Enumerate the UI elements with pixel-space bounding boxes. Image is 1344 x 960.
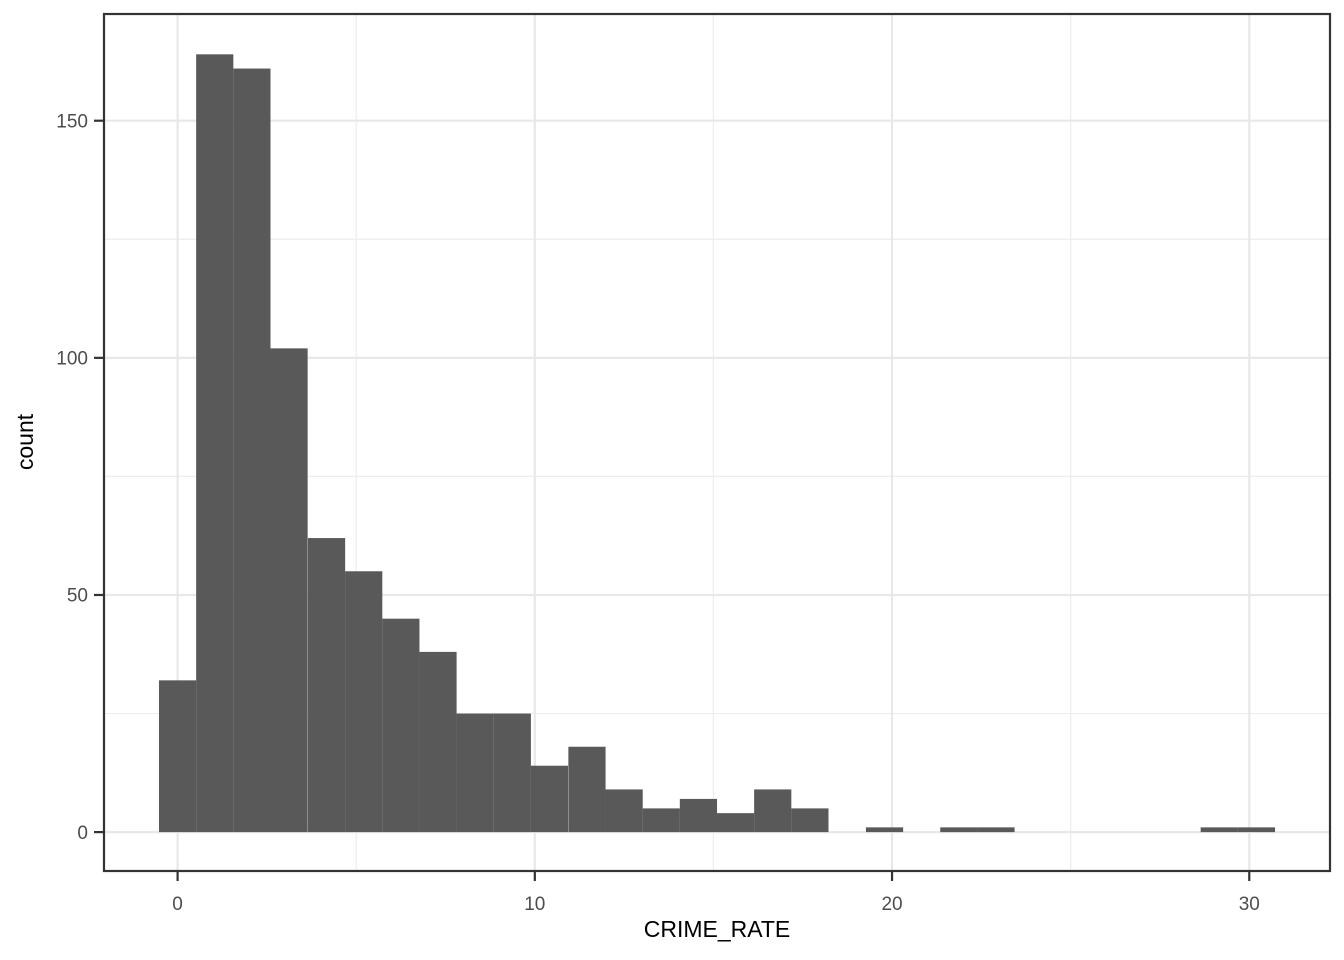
x-tick-label: 30 [1239, 894, 1260, 915]
x-tick-label: 10 [524, 894, 545, 915]
histogram-bar [1200, 827, 1238, 833]
histogram-bar [679, 798, 718, 833]
y-tick-label: 100 [56, 348, 88, 369]
histogram-bar [716, 813, 755, 833]
histogram-bar [530, 765, 569, 833]
y-tick-label: 150 [56, 111, 88, 132]
histogram-bar [270, 348, 308, 833]
histogram-bar [345, 571, 383, 833]
histogram-bar [642, 808, 680, 833]
y-axis-title: count [12, 413, 38, 470]
y-tick-label: 50 [67, 586, 88, 607]
y-tick-label: 0 [77, 823, 88, 844]
x-tick-label: 20 [881, 894, 902, 915]
histogram-bar [307, 538, 346, 833]
histogram-bar [233, 68, 271, 833]
panel-border [102, 12, 1332, 873]
histogram-bar [791, 808, 829, 833]
histogram-bar [568, 746, 606, 833]
histogram-bar [1237, 827, 1276, 833]
histogram-bar [382, 618, 420, 833]
histogram-bar [940, 827, 978, 833]
histogram-bar [977, 827, 1015, 833]
x-tick-label: 0 [172, 894, 183, 915]
histogram-bar [754, 789, 792, 833]
histogram-bar [605, 789, 643, 833]
panel: 0 10 20 30 0 50 100 150 [56, 12, 1332, 915]
x-axis-title: CRIME_RATE [644, 916, 791, 942]
histogram-bar [493, 713, 531, 833]
histogram-bar [865, 827, 904, 833]
histogram-bar [419, 651, 457, 833]
histogram-bar [196, 54, 234, 833]
histogram-bar [158, 680, 197, 833]
histogram-bar [456, 713, 494, 833]
